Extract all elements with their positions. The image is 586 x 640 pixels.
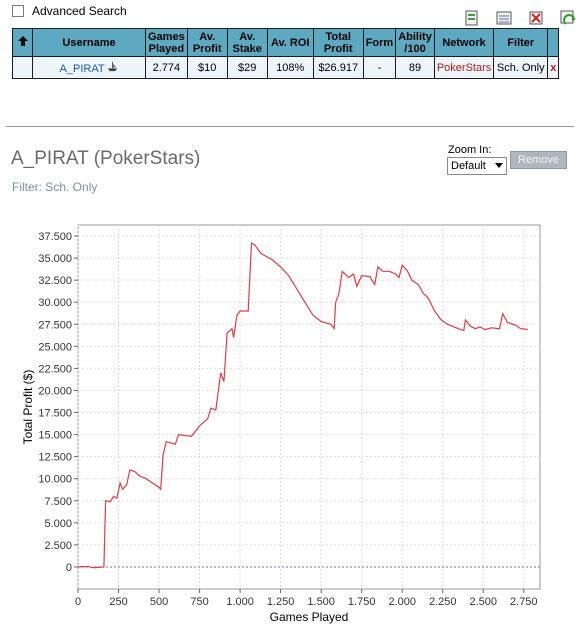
- av-stake-cell: $29: [226, 56, 268, 79]
- y-axis-title: Total Profit ($): [21, 370, 35, 445]
- y-tick-label: 37.500: [38, 231, 72, 243]
- x-tick-label: 1.000: [226, 596, 254, 608]
- remove-row-button[interactable]: x: [550, 61, 557, 74]
- sort-column-header[interactable]: [12, 28, 33, 57]
- profit-chart: 0 250 500 750 1.000 1.250 1.500 1.750 2.000 2.250…: [21, 224, 541, 624]
- games-played-cell: 2.774: [145, 56, 188, 79]
- col-av-profit[interactable]: Av. Profit: [186, 28, 228, 57]
- username-cell: A_PIRAT: [32, 56, 146, 79]
- y-tick-label: 25.000: [38, 341, 72, 353]
- col-network[interactable]: Network: [433, 28, 495, 57]
- zoom-label: Zoom In:: [448, 144, 492, 156]
- y-tick-label: 5.000: [44, 518, 72, 530]
- y-tick-label: 30.000: [38, 297, 72, 309]
- y-tick-label: 35.000: [38, 253, 72, 265]
- series-line-total-profit: [77, 242, 528, 569]
- advanced-search-toggle[interactable]: Advanced Search: [12, 4, 127, 18]
- plot-area: [77, 224, 541, 590]
- section-divider: [6, 126, 574, 127]
- y-tick-label: 17.500: [38, 408, 72, 420]
- row-spacer-cell: [12, 56, 33, 79]
- col-av-stake[interactable]: Av. Stake: [226, 28, 268, 57]
- ability-cell: 89: [395, 56, 435, 79]
- delete-icon[interactable]: [528, 10, 544, 26]
- x-tick-label: 500: [150, 596, 168, 608]
- form-cell: -: [362, 56, 397, 79]
- y-tick-label: 27.500: [38, 319, 72, 331]
- y-tick-label: 20.000: [38, 385, 72, 397]
- x-tick-label: 750: [190, 596, 208, 608]
- col-username[interactable]: Username: [32, 28, 146, 57]
- col-av-roi[interactable]: Av. ROI: [266, 28, 314, 57]
- table-header-row: Username Games Played Av. Profit Av. Sta…: [12, 28, 560, 57]
- x-axis-title: Games Played: [270, 610, 349, 624]
- zoom-select[interactable]: Default: [447, 157, 507, 175]
- y-tick-label: 10.000: [38, 474, 72, 486]
- chevron-down-icon: [495, 163, 503, 168]
- x-tick-label: 1.500: [307, 596, 335, 608]
- y-tick-label: 2.500: [44, 540, 72, 552]
- pirate-ship-icon: [108, 61, 118, 71]
- toolbar: [464, 10, 576, 26]
- x-axis-ticks: 0 250 500 750 1.000 1.250 1.500 1.750 2.000 2.250…: [75, 589, 538, 608]
- network-cell: PokerStars: [433, 56, 495, 79]
- x-tick-label: 2.250: [429, 596, 457, 608]
- av-roi-cell: 108%: [266, 56, 314, 79]
- col-form[interactable]: Form: [362, 28, 397, 57]
- av-profit-cell: $10: [186, 56, 228, 79]
- export-icon[interactable]: [464, 10, 480, 26]
- col-filter[interactable]: Filter: [493, 28, 549, 57]
- x-tick-label: 2.500: [469, 596, 497, 608]
- y-tick-label: 22.500: [38, 363, 72, 375]
- col-total-profit[interactable]: Total Profit: [312, 28, 364, 57]
- col-ability[interactable]: Ability /100: [395, 28, 435, 57]
- remove-button[interactable]: Remove: [510, 151, 567, 169]
- y-tick-label: 0: [66, 562, 72, 574]
- remove-cell: x: [547, 56, 560, 79]
- x-tick-label: 2.750: [510, 596, 538, 608]
- advanced-search-label: Advanced Search: [32, 4, 127, 18]
- x-tick-label: 1.250: [267, 596, 295, 608]
- network-link[interactable]: PokerStars: [436, 61, 492, 74]
- y-tick-label: 32.500: [38, 275, 72, 287]
- y-tick-label: 12.500: [38, 452, 72, 464]
- x-tick-label: 0: [75, 596, 81, 608]
- y-tick-label: 7.500: [44, 496, 72, 508]
- player-stats-table: Username Games Played Av. Profit Av. Sta…: [12, 28, 560, 79]
- table-row: A_PIRAT 2.774 $10 $29 108% $26.917 - 89 …: [12, 56, 560, 79]
- advanced-search-checkbox[interactable]: [12, 5, 24, 17]
- report-icon[interactable]: [496, 10, 512, 26]
- refresh-icon[interactable]: [560, 10, 576, 26]
- col-remove: [547, 28, 560, 57]
- x-tick-label: 2.000: [388, 596, 416, 608]
- x-tick-label: 250: [109, 596, 127, 608]
- player-title: A_PIRAT (PokerStars): [11, 148, 201, 169]
- zoom-selected-value: Default: [451, 160, 486, 172]
- filter-label: Filter: Sch. Only: [12, 180, 98, 194]
- y-axis-ticks: 0 2.500 5.000 7.500 10.000 12.500 15.000 17.500…: [38, 231, 78, 574]
- x-tick-label: 1.750: [348, 596, 376, 608]
- total-profit-cell: $26.917: [312, 56, 364, 79]
- username-link[interactable]: A_PIRAT: [59, 62, 105, 75]
- sort-up-arrow-icon[interactable]: [17, 35, 29, 47]
- col-games-played[interactable]: Games Played: [145, 28, 188, 57]
- filter-cell: Sch. Only: [493, 56, 549, 79]
- y-tick-label: 15.000: [38, 430, 72, 442]
